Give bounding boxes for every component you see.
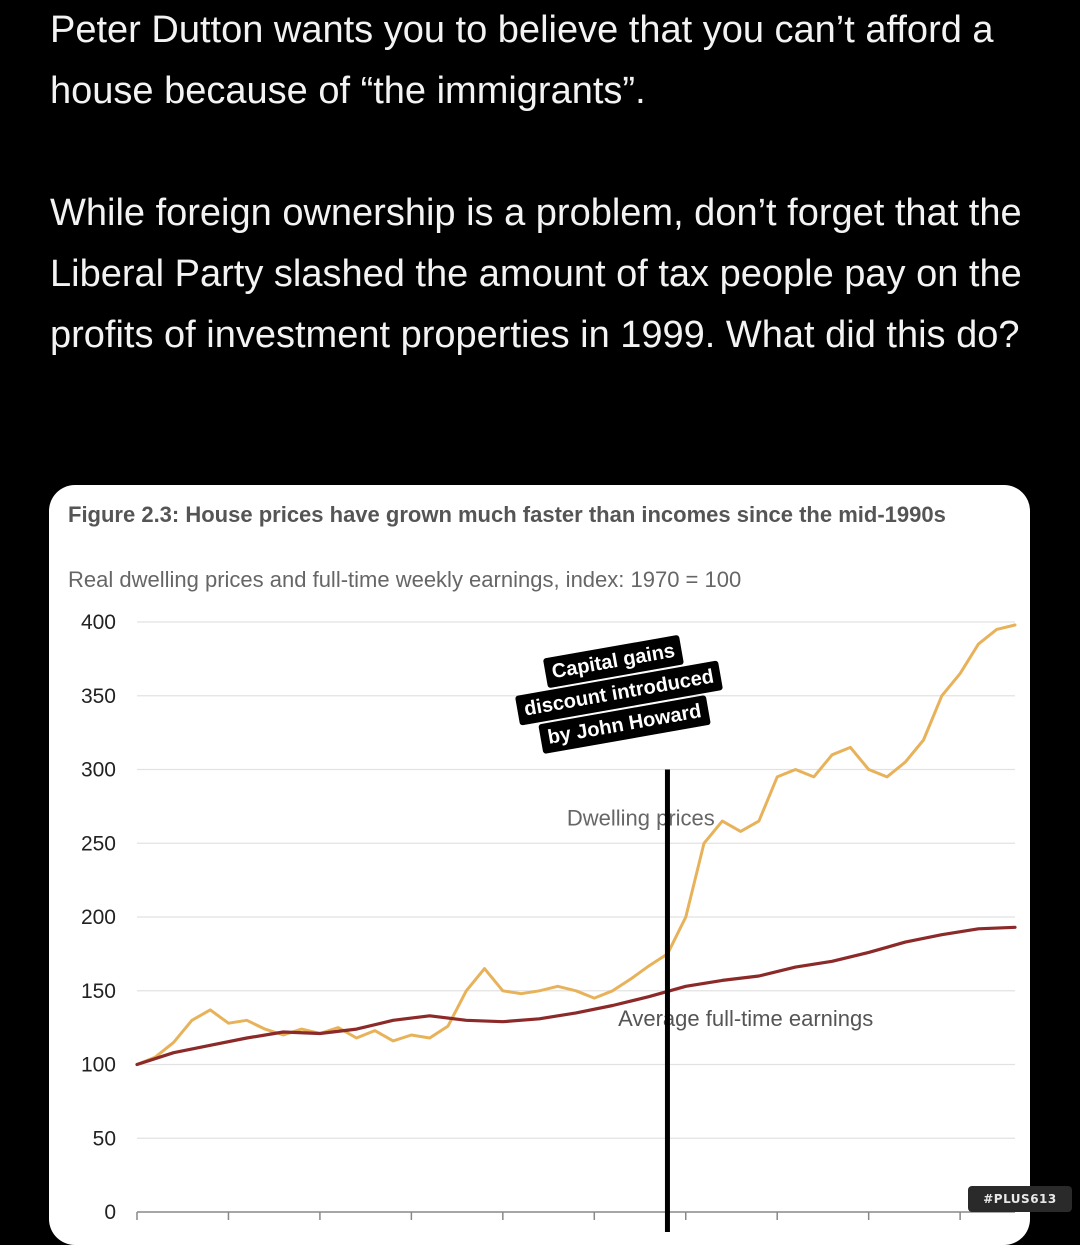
y-tick-label: 100 [81,1054,116,1077]
line-chart: 0 50 100 150 200 250 300 350 400 Dwelling prices A… [81,611,1017,1232]
y-tick-label: 0 [104,1201,116,1224]
y-tick-label: 200 [81,906,116,929]
tweet-text: Peter Dutton wants you to believe that y… [50,0,1040,366]
y-tick-label: 250 [81,832,116,855]
tweet-paragraph-2: While foreign ownership is a problem, do… [50,192,1022,356]
watermark-logo: #PLUS613 [968,1186,1072,1212]
y-tick-label: 400 [81,611,116,634]
dwelling-prices-label: Dwelling prices [567,806,715,831]
figure-subtitle: Real dwelling prices and full-time weekl… [68,567,742,592]
earnings-series [135,925,1017,1067]
y-tick-label: 350 [81,685,116,708]
chart-card[interactable]: Figure 2.3: House prices have grown much… [49,485,1030,1245]
tweet-paragraph-1: Peter Dutton wants you to believe that y… [50,9,994,112]
y-tick-label: 150 [81,980,116,1003]
y-tick-label: 300 [81,759,116,782]
dwelling-prices-series [135,623,1017,1066]
earnings-label: Average full-time earnings [618,1006,873,1031]
figure-title: Figure 2.3: House prices have grown much… [68,502,946,527]
y-tick-label: 50 [93,1127,116,1150]
